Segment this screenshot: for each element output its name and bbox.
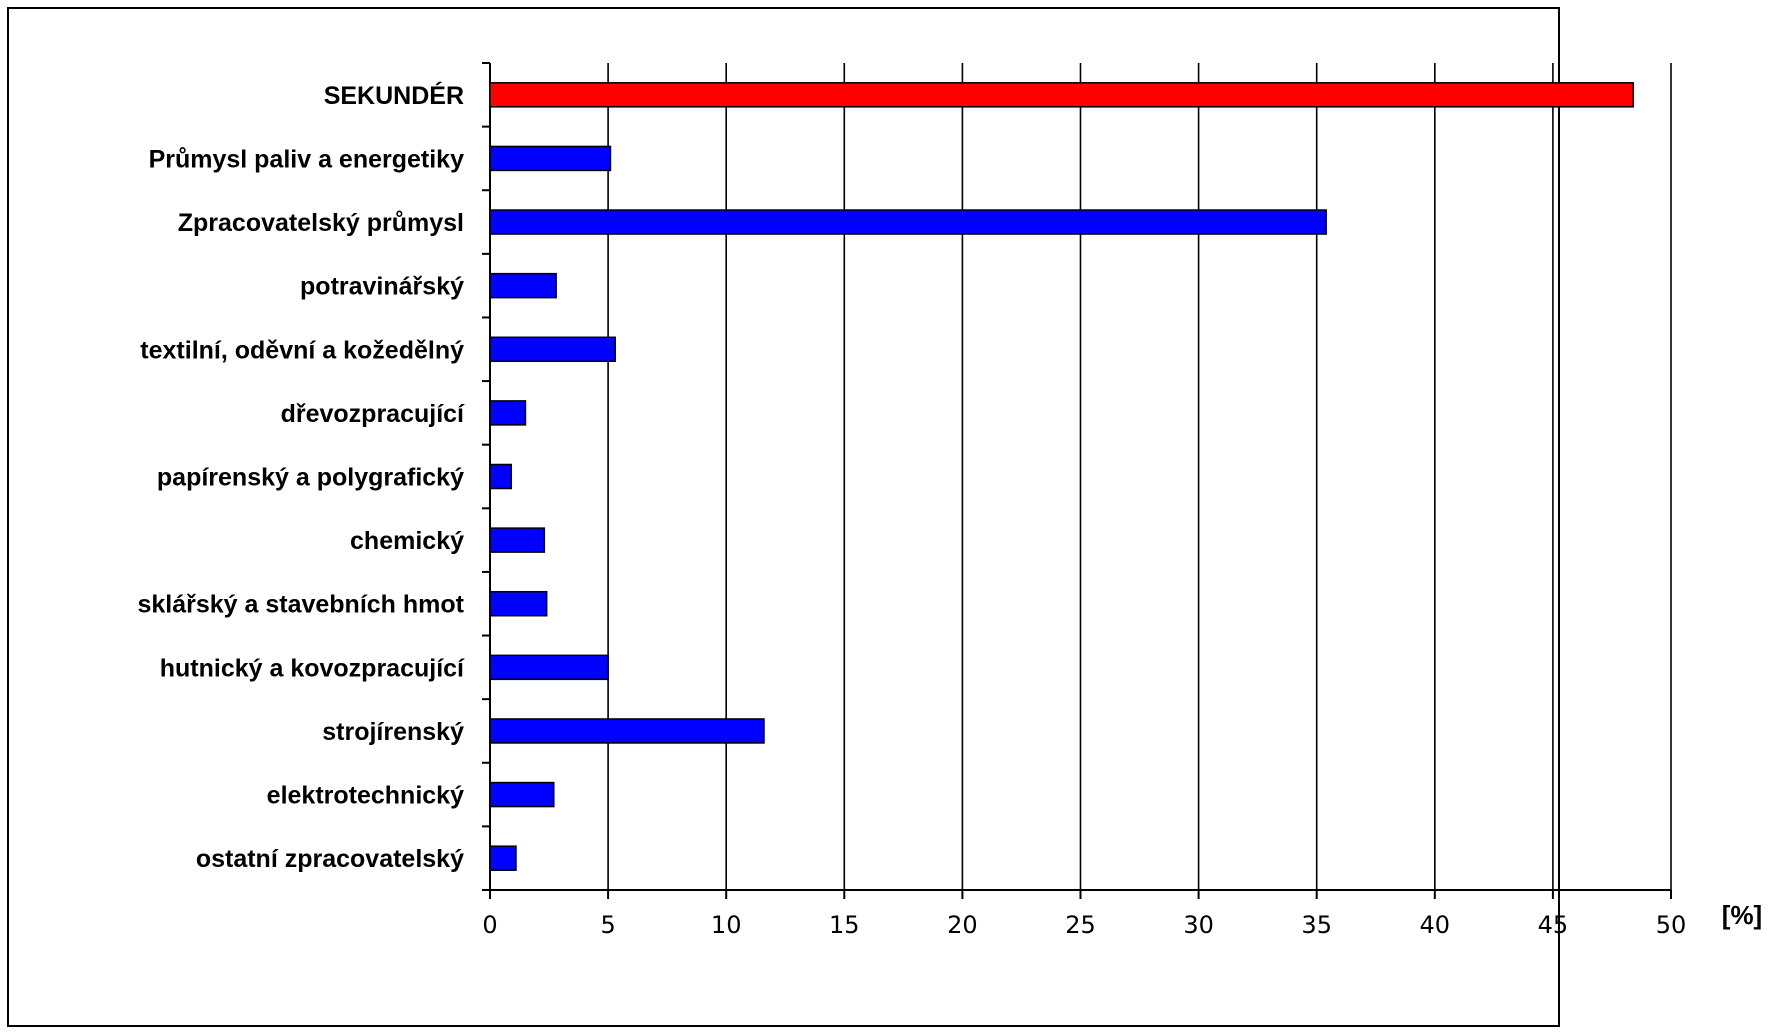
category-label-11: elektrotechnický	[267, 782, 464, 810]
x-tick-label-8: 40	[1420, 911, 1451, 939]
bar-8	[489, 590, 548, 617]
bar-7	[489, 527, 546, 553]
category-label-1: Průmysl paliv a energetiky	[149, 145, 465, 173]
bar-9	[489, 654, 609, 681]
x-tick-label-3: 15	[829, 911, 860, 939]
bar-12	[489, 845, 517, 871]
x-tick-label-5: 25	[1065, 911, 1096, 939]
bar-10	[489, 718, 765, 744]
bar-5	[489, 400, 527, 426]
bar-2	[489, 209, 1327, 235]
x-tick-label-4: 20	[947, 911, 978, 939]
x-tick-label-2: 10	[711, 911, 742, 939]
category-label-7: chemický	[350, 527, 464, 555]
category-label-3: potravinářský	[300, 273, 464, 301]
bar-11	[489, 781, 555, 808]
x-tick-label-1: 5	[600, 911, 615, 939]
chart-frame	[7, 7, 1560, 1027]
x-axis-unit-label: [%]	[1722, 900, 1762, 930]
x-tick-label-6: 30	[1183, 911, 1214, 939]
category-label-2: Zpracovatelský průmysl	[178, 209, 464, 237]
bar-6	[489, 463, 513, 490]
category-label-12: ostatní zpracovatelský	[196, 845, 464, 873]
x-tick-label-10: 50	[1656, 911, 1687, 939]
category-label-10: strojírenský	[322, 718, 464, 746]
category-label-0: SEKUNDÉR	[324, 81, 464, 110]
category-label-9: hutnický a kovozpracující	[160, 654, 465, 682]
category-label-8: sklářský a stavebních hmot	[137, 591, 464, 619]
x-tick-label-7: 35	[1301, 911, 1332, 939]
bar-4	[489, 336, 616, 363]
category-label-6: papírenský a polygrafický	[157, 464, 464, 492]
bar-3	[489, 272, 557, 299]
bar-0	[489, 82, 1634, 108]
category-label-4: textilní, oděvní a kožedělný	[140, 336, 464, 364]
bar-1	[489, 145, 612, 172]
x-tick-label-9: 45	[1538, 911, 1569, 939]
x-tick-label-0: 0	[482, 911, 497, 939]
category-label-5: dřevozpracující	[281, 400, 465, 428]
